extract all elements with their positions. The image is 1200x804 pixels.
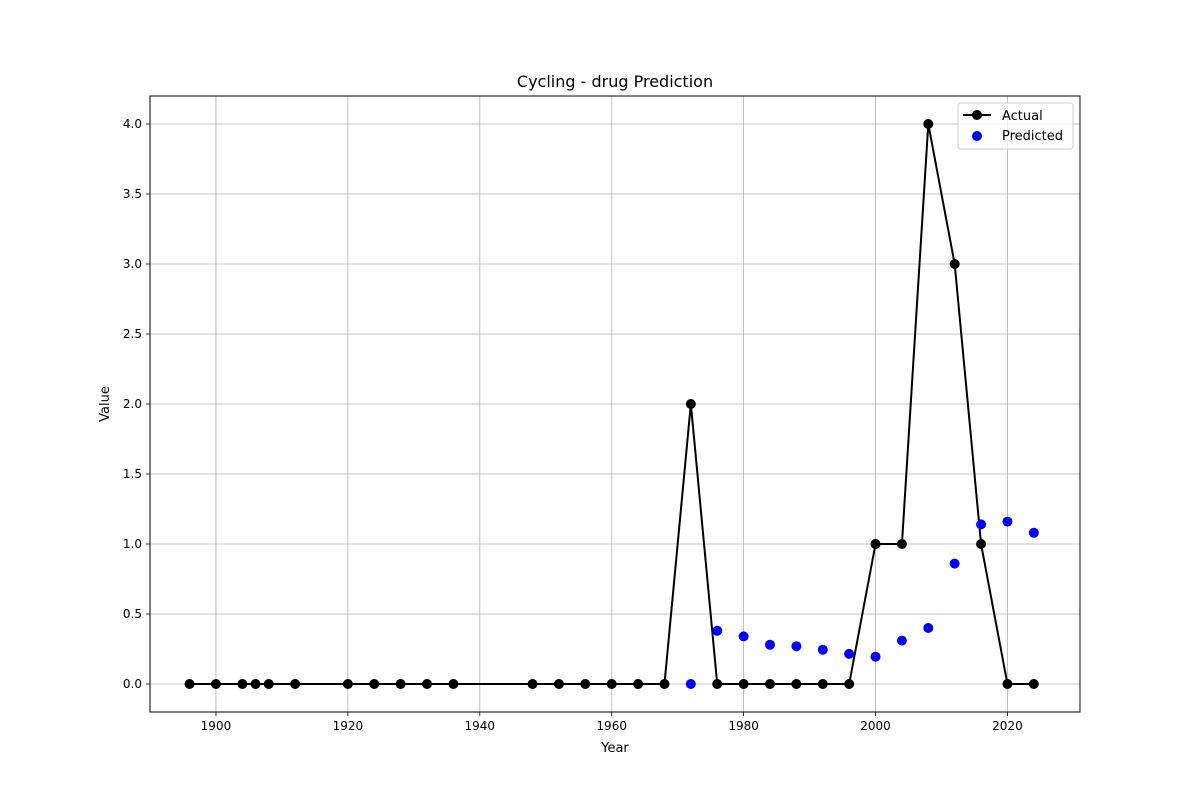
- predicted-point: [870, 651, 881, 662]
- predicted-point: [685, 679, 696, 689]
- actual-point: [210, 679, 221, 689]
- actual-point: [791, 679, 802, 689]
- actual-point: [606, 679, 617, 689]
- actual-point: [949, 259, 960, 269]
- actual-point: [765, 679, 775, 689]
- actual-point: [369, 679, 380, 689]
- actual-point: [659, 679, 670, 689]
- x-tick-label: 1900: [201, 719, 232, 733]
- actual-point: [395, 679, 406, 689]
- predicted-point: [976, 519, 987, 530]
- predicted-point: [844, 648, 855, 659]
- y-tick-label: 2.5: [123, 327, 142, 341]
- ticks: 1900 1920 1940 1960 1980 2000 2020 0.0 0.5 1.0 1.5…: [123, 117, 1023, 733]
- y-tick-label: 0.0: [123, 677, 142, 691]
- x-tick-label: 2020: [992, 719, 1023, 733]
- y-tick-label: 3.5: [123, 187, 142, 201]
- predicted-point: [896, 635, 907, 646]
- x-tick-label: 1960: [596, 719, 627, 733]
- actual-point: [250, 679, 261, 689]
- actual-point: [448, 679, 459, 689]
- actual-point: [896, 539, 907, 549]
- predicted-point: [949, 558, 960, 569]
- actual-point: [633, 679, 644, 689]
- actual-point: [263, 679, 274, 689]
- legend-predicted-label: Predicted: [1002, 129, 1063, 144]
- actual-point: [527, 679, 538, 689]
- actual-point: [580, 679, 591, 689]
- y-axis-label: Value: [98, 386, 113, 422]
- legend: Actual Predicted: [957, 102, 1074, 150]
- x-tick-label: 1940: [465, 719, 496, 733]
- actual-point: [290, 679, 301, 689]
- y-tick-label: 4.0: [123, 117, 142, 131]
- actual-point: [817, 679, 828, 689]
- x-axis-label: Year: [600, 741, 629, 756]
- actual-point: [422, 679, 433, 689]
- chart-title: Cycling - drug Prediction: [517, 72, 713, 91]
- legend-actual-marker: [972, 110, 982, 120]
- actual-point: [1028, 679, 1039, 689]
- predicted-point: [791, 641, 802, 652]
- actual-point: [237, 679, 248, 689]
- predicted-point: [923, 623, 934, 633]
- predicted-point: [765, 639, 775, 650]
- actual-point: [553, 679, 564, 689]
- actual-point: [184, 679, 195, 689]
- actual-point: [1002, 679, 1013, 689]
- predicted-point: [817, 644, 828, 655]
- y-tick-label: 0.5: [123, 607, 142, 621]
- actual-point: [685, 399, 696, 409]
- actual-point: [870, 539, 881, 549]
- y-tick-label: 3.0: [123, 257, 142, 271]
- y-tick-label: 2.0: [123, 397, 142, 411]
- predicted-point: [1002, 516, 1013, 527]
- y-tick-label: 1.0: [123, 537, 142, 551]
- actual-point: [844, 679, 855, 689]
- x-tick-label: 2000: [860, 719, 891, 733]
- predicted-point: [738, 631, 749, 642]
- x-tick-label: 1980: [728, 719, 759, 733]
- actual-point: [738, 679, 749, 689]
- y-tick-label: 1.5: [123, 467, 142, 481]
- predicted-point: [712, 625, 723, 636]
- predicted-point: [1028, 527, 1039, 538]
- actual-point: [923, 119, 934, 129]
- actual-point: [976, 539, 987, 549]
- legend-actual-label: Actual: [1002, 109, 1043, 124]
- actual-point: [712, 679, 723, 689]
- x-tick-label: 1920: [333, 719, 364, 733]
- actual-point: [342, 679, 353, 689]
- series-layer: [184, 119, 1039, 689]
- legend-predicted-marker: [972, 131, 982, 141]
